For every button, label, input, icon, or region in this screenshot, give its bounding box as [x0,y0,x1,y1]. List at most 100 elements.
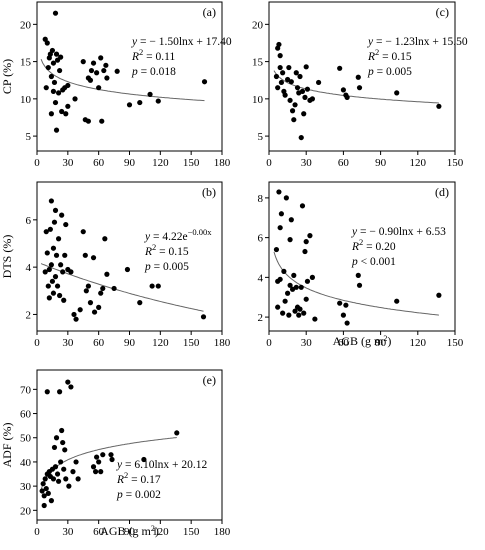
data-point [65,82,71,89]
data-point [277,225,283,231]
x-tick-label: 180 [214,157,231,169]
data-point [62,252,68,258]
x-tick-label: 60 [338,337,350,349]
data-point [90,255,97,261]
data-point [309,274,315,280]
data-point [316,79,322,86]
data-point [88,67,95,74]
data-point [356,85,363,91]
data-point [312,316,318,322]
data-point [141,456,147,463]
chart-panel-a: 0 30 60 90 120 150 180 5 10 15 20 (a) CP (%) y = − 1.… [0,1,232,169]
data-point [46,295,52,301]
data-point [276,41,282,48]
data-point [337,65,343,71]
x-tick-label: 0 [34,337,40,349]
data-point [301,310,307,316]
data-point [98,290,104,296]
x-tick-label: 120 [152,337,169,349]
x-tick-label: 150 [183,337,200,349]
plot-frame [36,1,223,152]
panel-label: (d) [435,185,449,199]
y-tick-label: 15 [252,57,264,69]
data-point [53,51,60,57]
data-point [52,274,59,280]
data-point [80,59,86,65]
data-point [304,278,311,284]
y-tick-label: 60 [20,409,32,421]
chart-panel-b: 0 30 60 90 120 150 180 2 4 6 (b) DTS (%) y = 4.22e−0… [0,181,231,349]
data-point [303,296,309,302]
data-point [278,211,284,217]
chart-panel-d: 0 30 60 90 120 150 2 4 6 8 (d) AGB (g m2) y = − 0.90… [258,181,464,349]
x-tick-label: 90 [375,157,387,169]
x-tick-label: 90 [124,526,136,538]
data-point [92,469,99,475]
data-point [58,54,64,60]
data-point [280,310,286,316]
data-point [48,498,54,504]
data-point [288,217,294,223]
y-tick-label: 10 [20,94,32,106]
plot-frame [268,181,456,332]
p-value: p < 0.001 [351,256,396,268]
data-point [299,203,306,209]
panel-label: (a) [203,5,216,19]
data-point [96,459,102,465]
data-point [201,79,208,85]
y-axis-label: ADF (%) [0,423,14,468]
data-point [68,269,74,275]
x-tick-label: 120 [410,157,427,169]
data-point [287,97,293,103]
data-point [303,64,309,70]
data-point [282,92,288,98]
data-point [60,439,66,446]
y-tick-label: 70 [20,384,32,396]
data-point [85,283,91,289]
regression-equation: y = − 1.50lnx + 17.40 [131,36,232,48]
y-tick-label: 5 [26,131,32,143]
x-tick-label: 150 [447,157,464,169]
data-point [43,485,49,492]
data-point [293,70,299,76]
y-tick-label: 10 [252,94,264,106]
data-point [273,73,280,80]
data-point [55,478,62,484]
y-tick-label: 20 [252,19,264,31]
data-point [50,60,57,66]
data-point [53,252,60,258]
data-point [44,40,50,46]
y-tick-label: 4 [258,272,264,284]
data-point [50,88,57,94]
y-tick-label: 15 [20,57,32,69]
data-point [292,102,298,108]
y-tick-label: 4 [26,262,32,274]
data-point [104,75,110,81]
data-point [90,60,97,66]
data-point [94,70,100,76]
data-point [58,262,64,268]
y-tick-label: 6 [258,233,264,245]
data-point [101,67,107,74]
data-point [280,70,286,76]
data-point [298,284,304,290]
data-point [55,90,62,96]
data-point [46,266,52,273]
data-point [124,266,131,273]
regression-equation: y = − 1.23lnx + 15.50 [367,36,468,48]
fit-curve [273,70,439,104]
y-tick-label: 2 [258,312,264,324]
y-tick-label: 5 [258,131,264,143]
data-point [344,320,350,326]
x-tick-label: 30 [301,157,313,169]
data-point [59,108,65,115]
y-tick-label: 8 [258,193,264,205]
data-point [68,384,74,390]
data-point [50,476,57,482]
data-point [83,288,89,294]
data-point [49,47,56,54]
data-point [70,469,76,475]
data-point [44,389,50,395]
data-point [53,127,60,133]
y-axis-label: CP (%) [0,59,14,94]
